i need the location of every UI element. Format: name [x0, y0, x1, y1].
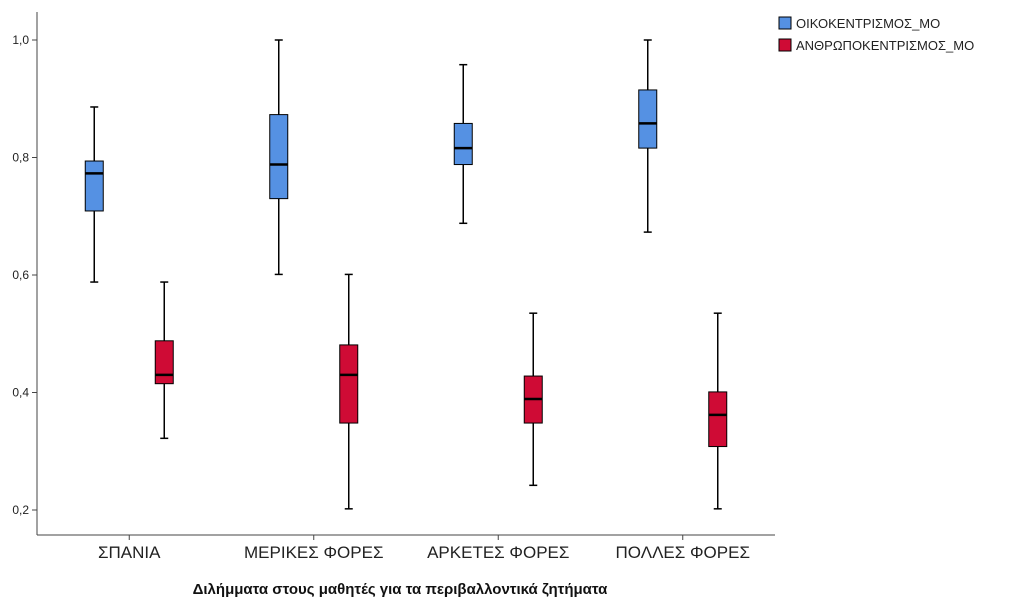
box-plot	[154, 281, 174, 440]
y-tick-label: 0,4	[12, 386, 29, 400]
box-iqr	[84, 160, 104, 212]
plot-area: 0,2 0,4 0,6 0,8 1,0 ΣΠΑΝΙΑ ΜΕΡΙΚΕΣ ΦΟΡΕΣ ΑΡΚΕΤΕ…	[12, 12, 775, 562]
y-tick-label: 1,0	[12, 33, 29, 47]
y-tick-label: 0,6	[12, 268, 29, 282]
box-plot	[523, 312, 543, 487]
box-iqr	[638, 89, 658, 149]
box-plot	[339, 273, 359, 510]
box-iqr	[708, 391, 728, 448]
box-plot	[269, 39, 289, 276]
legend-swatch	[778, 16, 792, 30]
box-plot	[638, 39, 658, 233]
legend-label: ΟΙΚΟΚΕΝΤΡΙΣΜΟΣ_ΜΟ	[796, 16, 940, 31]
x-tick-label: ΑΡΚΕΤΕΣ ΦΟΡΕΣ	[427, 543, 569, 562]
y-tick-label: 0,2	[12, 503, 29, 517]
box-plot	[453, 63, 473, 225]
box-iqr	[154, 340, 174, 385]
box-plot	[708, 312, 728, 510]
legend-label: ΑΝΘΡΩΠΟΚΕΝΤΡΙΣΜΟΣ_ΜΟ	[796, 38, 974, 53]
box-iqr	[269, 114, 289, 200]
box-plot	[84, 106, 104, 283]
x-tick-label: ΠΟΛΛΕΣ ΦΟΡΕΣ	[616, 543, 750, 562]
legend-swatch	[778, 38, 792, 52]
legend: ΟΙΚΟΚΕΝΤΡΙΣΜΟΣ_ΜΟ ΑΝΘΡΩΠΟΚΕΝΤΡΙΣΜΟΣ_ΜΟ	[778, 16, 974, 53]
x-axis-title: Διλήμματα στους μαθητές για τα περιβαλλο…	[193, 581, 609, 598]
box-iqr	[453, 122, 473, 166]
y-tick-label: 0,8	[12, 151, 29, 165]
box-iqr	[339, 344, 359, 424]
x-tick-label: ΜΕΡΙΚΕΣ ΦΟΡΕΣ	[244, 543, 383, 562]
x-tick-label: ΣΠΑΝΙΑ	[98, 543, 161, 562]
